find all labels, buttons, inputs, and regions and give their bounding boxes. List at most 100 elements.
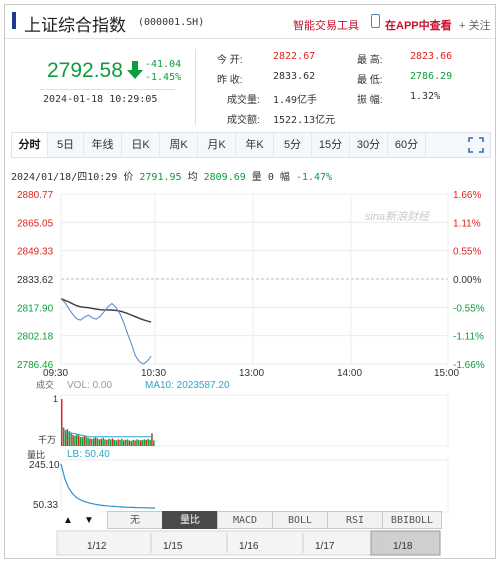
fullscreen-icon[interactable]: [468, 137, 484, 153]
price-tick-label: 2880.77: [17, 190, 54, 201]
ratio-lb-label: LB: 50.40: [67, 449, 110, 460]
tab-30min[interactable]: 30分: [350, 133, 388, 157]
volume-value: 1.49亿手: [273, 95, 318, 106]
time-tick-label: 13:00: [239, 368, 264, 379]
volume-bar: [141, 439, 144, 446]
ratio-panel-frame: [60, 459, 449, 513]
volume-bar: [102, 437, 104, 446]
volume-bar: [70, 432, 72, 446]
volume-bar: [123, 440, 125, 446]
info-avg-label: 均: [187, 172, 198, 183]
volume-bar: [64, 430, 67, 446]
date-window: [370, 530, 441, 556]
tab-5min[interactable]: 5分: [274, 133, 312, 157]
volume-bar: [83, 435, 86, 446]
volume-bar: [96, 438, 99, 446]
info-price-label: 价: [123, 172, 134, 183]
title-accent-bar: [12, 12, 16, 29]
volume-bar: [91, 438, 93, 446]
price-tick-label: 2802.18: [17, 332, 54, 343]
header-bar: 上证综合指数 (000001.SH) 智能交易工具 在APP中查看 + 关注: [5, 5, 495, 39]
volume-bar: [61, 399, 63, 446]
tab-60min[interactable]: 60分: [388, 133, 426, 157]
date-label: 1/16: [239, 541, 259, 552]
intraday-chart[interactable]: 2880.77 1.66% 2865.05 1.11% 2849.33 0.55% 2833…: [5, 5, 495, 559]
indicator-bbiboll-button[interactable]: BBIBOLL: [382, 511, 442, 529]
info-avg: 2809.69: [203, 172, 246, 183]
index-title: 上证综合指数: [24, 16, 126, 35]
indicator-boll-button[interactable]: BOLL: [272, 511, 328, 529]
tab-intraday[interactable]: 分时: [12, 133, 48, 157]
tab-5day[interactable]: 5日: [48, 133, 84, 157]
price-tick-label: 2786.46: [17, 360, 54, 371]
volume-bar: [113, 439, 116, 446]
indicator-none-button[interactable]: 无: [107, 511, 163, 529]
nav-down-button[interactable]: ▼: [78, 511, 100, 529]
volume-bar: [81, 437, 84, 446]
price-tick-label: 2833.62: [17, 275, 54, 286]
turnover-value: 1522.13亿元: [273, 115, 336, 126]
high-label: 最 高:: [357, 55, 383, 66]
date-label: 1/12: [87, 541, 107, 552]
low-value: 2786.29: [410, 71, 453, 82]
tab-yearly-k[interactable]: 年K: [236, 133, 274, 157]
tab-15min[interactable]: 15分: [312, 133, 350, 157]
stock-widget: 上证综合指数 (000001.SH) 智能交易工具 在APP中查看 + 关注 2…: [4, 4, 496, 559]
tab-daily-k[interactable]: 日K: [122, 133, 160, 157]
open-in-app-link[interactable]: 在APP中查看: [385, 20, 452, 32]
indicator-rsi-button[interactable]: RSI: [327, 511, 383, 529]
volume-bar: [138, 439, 140, 446]
volume-ratio-panel: 量比 LB: 50.40 245.10 50.33: [27, 449, 449, 513]
tab-yearline[interactable]: 年线: [84, 133, 122, 157]
amplitude-label: 振 幅:: [357, 95, 383, 106]
volume-bar: [66, 429, 69, 446]
time-tick-label: 14:00: [337, 368, 362, 379]
time-tick-label: 09:30: [43, 368, 68, 379]
pct-tick-label: 0.00%: [453, 275, 481, 286]
volume-title: 成交: [36, 379, 54, 390]
pct-tick-label: -0.55%: [453, 303, 485, 314]
volume-bar: [132, 439, 134, 446]
volume-value-label: VOL: 0.00: [67, 380, 112, 391]
indicator-macd-button[interactable]: MACD: [217, 511, 273, 529]
volume-bar: [143, 439, 146, 446]
price-tick-label: 2849.33: [17, 247, 54, 258]
high-value: 2823.66: [410, 51, 453, 62]
prev-close-label: 昨 收:: [217, 75, 243, 86]
pct-tick-label: -1.11%: [453, 332, 484, 343]
volume-bar: [104, 439, 106, 446]
tab-weekly-k[interactable]: 周K: [160, 133, 198, 157]
indicator-volume-ratio-button[interactable]: 量比: [162, 511, 218, 529]
date-label: 1/18: [393, 541, 413, 552]
volume-bar: [106, 439, 108, 446]
volume-panel: 成交 VOL: 0.00 MA10: 2023587.20 1 千万: [36, 379, 449, 447]
volume-bar: [89, 438, 91, 446]
volume-bar: [117, 439, 119, 446]
volume-bar: [121, 438, 123, 446]
date-label: 1/15: [163, 541, 183, 552]
volume-bar: [108, 438, 110, 446]
volume-bar: [128, 440, 131, 446]
info-vol-label: 量: [251, 172, 262, 183]
current-price: 2792.58: [47, 59, 123, 82]
volume-top-tick: 1: [53, 394, 58, 404]
volume-bar: [126, 439, 129, 446]
info-amp: -1.47%: [295, 172, 333, 183]
turnover-label: 成交额:: [227, 115, 260, 126]
ratio-line: [60, 463, 155, 509]
pct-tick-label: 0.55%: [453, 247, 481, 258]
price-grid: [60, 193, 449, 365]
tab-monthly-k[interactable]: 月K: [198, 133, 236, 157]
volume-bar: [130, 440, 133, 446]
time-tick-label: 10:30: [141, 368, 166, 379]
price-change-pct: -1.45%: [145, 72, 182, 83]
price-tick-label: 2865.05: [17, 218, 54, 229]
follow-button[interactable]: + 关注: [459, 20, 491, 32]
date-navigator[interactable]: 1/12 1/15 1/16 1/17 1/18: [56, 530, 441, 556]
volume-bar: [93, 438, 95, 446]
ratio-title: 量比: [27, 449, 45, 460]
smart-trading-link[interactable]: 智能交易工具: [293, 20, 359, 32]
info-amp-label: 幅: [279, 172, 290, 183]
nav-up-button[interactable]: ▲: [57, 511, 79, 529]
volume-bar: [77, 435, 80, 446]
